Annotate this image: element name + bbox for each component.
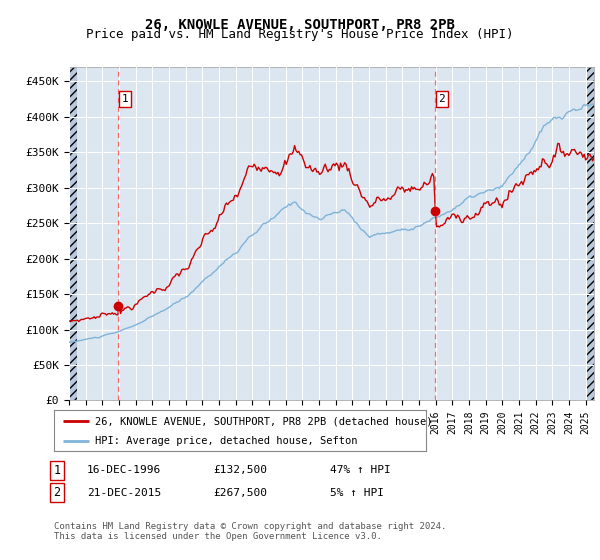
Text: Price paid vs. HM Land Registry's House Price Index (HPI): Price paid vs. HM Land Registry's House … [86,28,514,41]
Text: £267,500: £267,500 [213,488,267,498]
Text: 16-DEC-1996: 16-DEC-1996 [87,465,161,475]
Text: HPI: Average price, detached house, Sefton: HPI: Average price, detached house, Seft… [95,436,358,446]
Text: 21-DEC-2015: 21-DEC-2015 [87,488,161,498]
Text: £132,500: £132,500 [213,465,267,475]
Text: 2: 2 [439,94,445,104]
Text: 5% ↑ HPI: 5% ↑ HPI [330,488,384,498]
Text: Contains HM Land Registry data © Crown copyright and database right 2024.
This d: Contains HM Land Registry data © Crown c… [54,522,446,542]
Text: 2: 2 [53,486,61,500]
Text: 26, KNOWLE AVENUE, SOUTHPORT, PR8 2PB: 26, KNOWLE AVENUE, SOUTHPORT, PR8 2PB [145,18,455,32]
Text: 26, KNOWLE AVENUE, SOUTHPORT, PR8 2PB (detached house): 26, KNOWLE AVENUE, SOUTHPORT, PR8 2PB (d… [95,417,433,427]
Text: 1: 1 [53,464,61,477]
Text: 1: 1 [122,94,128,104]
Text: 47% ↑ HPI: 47% ↑ HPI [330,465,391,475]
